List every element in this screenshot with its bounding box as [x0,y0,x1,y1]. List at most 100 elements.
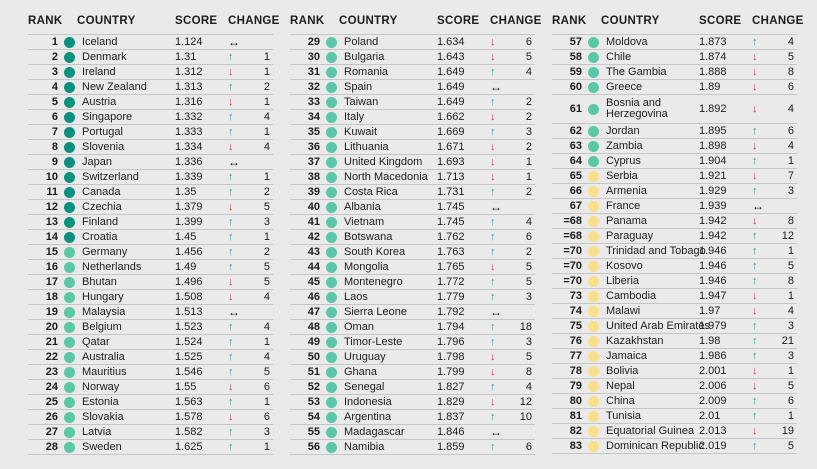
rank-value: 65 [569,169,582,182]
change-value: 8 [787,274,794,287]
change-value: 1 [787,154,794,167]
change-cell: ↓ 5 [490,51,535,64]
score-value: 1.772 [437,275,465,288]
country-name: Dominican Republic [606,439,704,452]
rank-value: 39 [307,185,320,198]
score-value: 1.946 [699,274,727,287]
table-row: 8 Slovenia 1.334 ↓ 4 [28,139,273,154]
rank-value: 35 [307,125,320,138]
country-name: Trinidad and Tobago [606,244,706,257]
score-band-dot-icon [588,81,599,93]
score-value: 1.892 [699,102,727,115]
change-arrow-icon: ↑ [490,275,496,288]
change-arrow-icon: ↓ [752,289,758,302]
score-value: 1.332 [175,110,203,123]
change-cell: ↑ 4 [490,66,535,79]
score-value: 1.45 [175,230,197,243]
score-value: 1.563 [175,395,203,408]
table-rows: 1 Iceland 1.124 ↔ 2 Denmark 1.31 ↑ 1 3 I… [28,34,273,455]
change-cell: ↑ 2 [228,246,273,259]
rank-value: 66 [569,184,582,197]
score-band-dot-icon [588,335,599,347]
table-row: 17 Bhutan 1.496 ↓ 5 [28,274,273,289]
rank-value: 24 [45,380,58,393]
country-name: Senegal [344,380,385,393]
change-cell: ↓ 2 [490,111,535,124]
score-value: 1.921 [699,169,727,182]
table-row: 77 Jamaica 1.986 ↑ 3 [552,348,797,363]
rank-value: 58 [569,50,582,63]
table-row: 60 Greece 1.89 ↓ 6 [552,79,797,94]
score-band-dot-icon [326,336,337,348]
change-cell: ↓ 4 [752,103,797,116]
score-value: 1.336 [175,155,203,168]
score-value: 1.546 [175,365,203,378]
country-name: Norway [82,380,120,393]
rank-column-header: RANK [290,15,325,27]
score-value: 1.399 [175,215,203,228]
score-value: 1.525 [175,350,203,363]
score-value: 1.898 [699,139,727,152]
change-cell: ↔ [228,305,273,319]
score-value: 1.763 [437,245,465,258]
change-arrow-icon: ↓ [752,214,758,227]
change-cell: ↓ 5 [752,51,797,64]
rank-value: 60 [569,80,582,93]
score-band-dot-icon [326,201,337,213]
score-band-dot-icon [326,441,337,453]
change-arrow-icon: ↑ [490,230,496,243]
country-name: Canada [82,185,121,198]
change-arrow-icon: ↑ [752,184,758,197]
table-row: 61 Bosnia and Herzegovina 1.892 ↓ 4 [552,94,797,123]
change-value: 4 [525,215,532,228]
country-name: Latvia [82,425,112,438]
score-band-dot-icon [326,321,337,333]
change-arrow-icon: ↓ [228,65,234,78]
change-arrow-icon: ↓ [752,50,758,63]
country-name: Cyprus [606,154,641,167]
score-band-dot-icon [326,306,337,318]
change-value: 5 [263,200,270,213]
country-name: The Gambia [606,65,667,78]
country-name: Montenegro [344,275,403,288]
change-cell: ↑ 6 [490,231,535,244]
table-row: 26 Slovakia 1.578 ↓ 6 [28,409,273,424]
change-column-header: CHANGE [490,15,542,27]
score-value: 1.379 [175,200,203,213]
change-arrow-icon: ↑ [228,440,234,453]
score-band-dot-icon [588,230,599,242]
score-band-dot-icon [64,276,75,288]
change-arrow-icon: ↓ [228,95,234,108]
change-arrow-icon: ↑ [228,350,234,363]
score-value: 1.745 [437,215,465,228]
change-arrow-icon: ↑ [752,35,758,48]
rank-value: 15 [45,245,58,258]
score-value: 1.713 [437,170,465,183]
country-name: Jamaica [606,349,647,362]
table-row: 64 Cyprus 1.904 ↑ 1 [552,153,797,168]
rank-value: 49 [307,335,320,348]
score-value: 1.513 [175,305,203,318]
change-value: 5 [787,50,794,63]
rank-value: 57 [569,35,582,48]
country-name: Germany [82,245,128,258]
change-cell: ↑ 2 [228,81,273,94]
change-value: 6 [263,380,270,393]
country-name: New Zealand [82,80,147,93]
score-value: 1.55 [175,380,197,393]
rank-value: 59 [569,65,582,78]
change-cell: ↑ 8 [752,275,797,288]
country-name: Liberia [606,274,640,287]
change-cell: ↑ 18 [490,321,535,334]
change-cell: ↑ 2 [490,96,535,109]
country-name: United Kingdom [344,155,423,168]
score-band-dot-icon [64,81,75,93]
rank-value: 14 [45,230,58,243]
rank-value: 32 [307,80,320,93]
change-value: 3 [263,215,270,228]
score-band-dot-icon [326,246,337,258]
score-band-dot-icon [588,51,599,63]
table-row: 48 Oman 1.794 ↑ 18 [290,319,535,334]
rank-value: 74 [569,304,582,317]
score-band-dot-icon [64,216,75,228]
